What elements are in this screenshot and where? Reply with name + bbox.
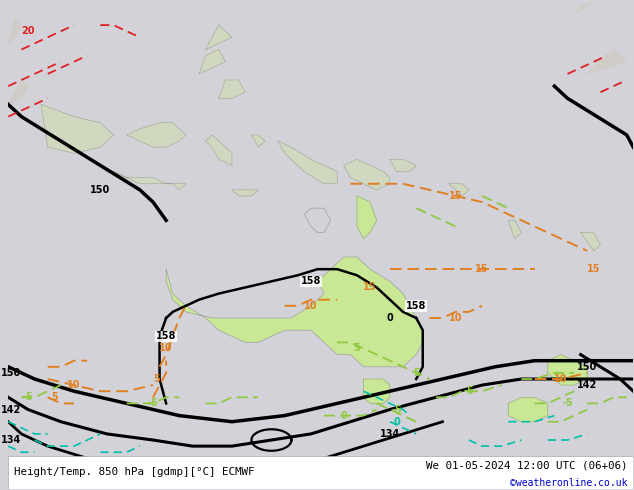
Text: 10: 10 — [554, 374, 567, 384]
Polygon shape — [508, 397, 548, 422]
Polygon shape — [199, 49, 225, 74]
Text: 10: 10 — [304, 301, 318, 311]
Text: 142: 142 — [577, 380, 597, 390]
Polygon shape — [581, 233, 600, 251]
Polygon shape — [127, 122, 186, 147]
Text: -5: -5 — [23, 392, 34, 402]
Text: 0: 0 — [387, 313, 393, 323]
Text: -5: -5 — [562, 398, 573, 408]
Text: 15: 15 — [476, 264, 489, 274]
Polygon shape — [113, 172, 172, 184]
Text: 15: 15 — [363, 282, 377, 293]
Polygon shape — [219, 80, 245, 98]
Text: 134: 134 — [380, 429, 400, 439]
Text: 150: 150 — [577, 362, 597, 372]
Text: -5: -5 — [391, 405, 402, 415]
Polygon shape — [344, 159, 390, 190]
Polygon shape — [548, 355, 587, 385]
Text: 134: 134 — [1, 435, 22, 445]
Text: 150: 150 — [1, 368, 22, 378]
Polygon shape — [304, 208, 331, 233]
Text: 15: 15 — [449, 191, 462, 201]
Text: 10: 10 — [159, 343, 173, 353]
Polygon shape — [8, 19, 22, 44]
Bar — [8, 456, 633, 489]
Polygon shape — [8, 80, 28, 104]
Polygon shape — [508, 220, 521, 239]
Text: 158: 158 — [301, 276, 321, 286]
Text: 0: 0 — [340, 411, 347, 420]
Polygon shape — [172, 184, 186, 190]
Text: 5: 5 — [51, 392, 58, 402]
Text: 5: 5 — [413, 368, 420, 378]
Text: ©weatheronline.co.uk: ©weatheronline.co.uk — [510, 478, 627, 488]
Polygon shape — [449, 184, 469, 196]
Polygon shape — [41, 104, 113, 153]
Polygon shape — [232, 190, 258, 196]
Text: 142: 142 — [1, 405, 22, 415]
Polygon shape — [390, 159, 416, 171]
Text: 5: 5 — [354, 343, 360, 353]
Text: Height/Temp. 850 hPa [gdmp][°C] ECMWF: Height/Temp. 850 hPa [gdmp][°C] ECMWF — [15, 467, 255, 477]
Text: 20: 20 — [21, 26, 35, 36]
Polygon shape — [587, 49, 627, 74]
Polygon shape — [205, 135, 232, 166]
Text: 158: 158 — [406, 301, 426, 311]
Text: 15: 15 — [587, 264, 600, 274]
Polygon shape — [252, 135, 265, 147]
Text: We 01-05-2024 12:00 UTC (06+06): We 01-05-2024 12:00 UTC (06+06) — [425, 461, 627, 470]
Polygon shape — [357, 196, 377, 239]
Polygon shape — [574, 0, 594, 13]
Text: -5: -5 — [463, 386, 474, 396]
Text: 5: 5 — [153, 374, 160, 384]
Text: 10: 10 — [449, 313, 462, 323]
Text: 150: 150 — [90, 185, 110, 195]
Text: 0: 0 — [393, 416, 400, 427]
Text: 10: 10 — [67, 380, 81, 390]
Text: 158: 158 — [156, 331, 176, 342]
Polygon shape — [166, 257, 423, 367]
Text: -5: -5 — [148, 398, 158, 408]
Polygon shape — [278, 141, 337, 184]
Polygon shape — [205, 25, 232, 49]
Polygon shape — [363, 379, 390, 403]
